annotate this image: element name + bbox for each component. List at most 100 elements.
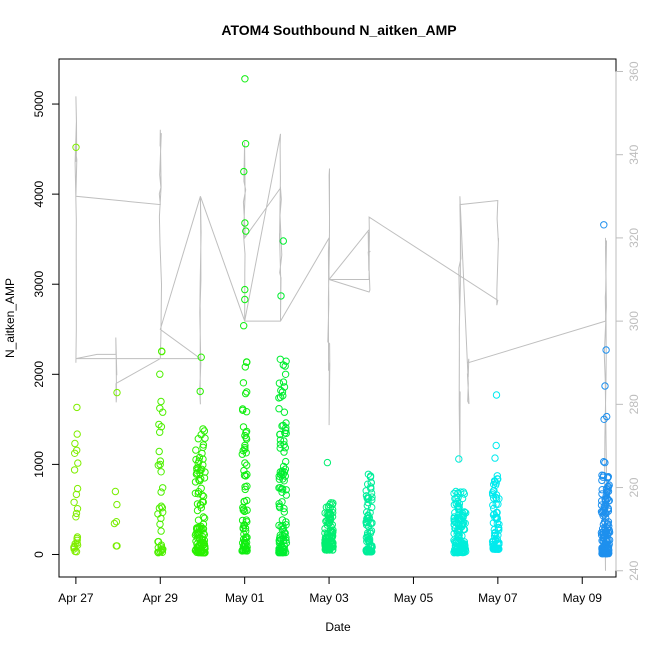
data-point (240, 322, 248, 330)
data-point (73, 484, 82, 493)
data-point (281, 362, 289, 370)
data-point (243, 388, 251, 396)
data-point (241, 140, 250, 148)
y-axis: 0 1000 2000 3000 4000 5000 (32, 90, 59, 558)
data-point (239, 542, 248, 551)
data-point (278, 525, 286, 534)
data-point (600, 458, 608, 466)
x-tick-label: Apr 29 (143, 591, 179, 605)
data-point (73, 505, 82, 513)
data-point (280, 383, 289, 391)
data-point (112, 542, 121, 550)
data-point (275, 405, 283, 413)
data-point (490, 486, 498, 495)
data-point (363, 537, 371, 546)
data-point (326, 514, 334, 522)
data-point (329, 538, 337, 547)
y-axis-title: N_aitken_AMP (3, 278, 17, 358)
data-point (325, 543, 333, 551)
x-axis: Apr 27 Apr 29 May 01 May 03 May 05 May 07 May … (58, 576, 602, 605)
data-point (598, 476, 606, 485)
data-point (276, 548, 285, 557)
data-point (491, 478, 499, 486)
data-point (455, 516, 463, 524)
data-point (239, 423, 248, 431)
data-point (459, 539, 467, 548)
data-point (242, 227, 250, 235)
data-point (281, 370, 290, 378)
data-point (327, 523, 335, 531)
data-point (243, 470, 251, 479)
data-point (604, 549, 613, 557)
data-point (280, 508, 288, 516)
data-point (73, 539, 81, 547)
points-layer (70, 75, 614, 558)
x-tick-label: May 05 (394, 591, 434, 605)
data-point (603, 488, 611, 496)
data-point (156, 520, 164, 528)
data-point (200, 474, 209, 482)
data-point (322, 503, 331, 511)
data-point (241, 483, 249, 491)
data-point (198, 449, 206, 458)
data-point (450, 489, 458, 498)
data-point (276, 393, 285, 401)
data-point (603, 520, 611, 528)
data-point (197, 353, 205, 361)
data-point (451, 495, 459, 503)
data-point (282, 491, 290, 499)
data-point (362, 492, 371, 500)
y-tick-label: 2000 (32, 361, 46, 388)
data-point (240, 497, 248, 506)
data-point (282, 419, 290, 427)
data-point (489, 501, 497, 509)
y-tick-label: 1000 (32, 451, 46, 478)
data-point (196, 387, 204, 396)
data-point (154, 544, 163, 552)
data-point (240, 505, 248, 513)
data-point (72, 490, 81, 499)
data-point (199, 513, 208, 521)
data-point (197, 522, 205, 531)
data-point (70, 466, 79, 474)
data-point (492, 513, 500, 521)
y2-tick-label: 320 (627, 228, 641, 248)
data-point (280, 408, 289, 416)
data-point (453, 544, 461, 553)
data-point (241, 459, 249, 467)
data-point (238, 450, 247, 458)
data-point (157, 468, 165, 476)
data-point (159, 484, 167, 492)
data-point (113, 388, 121, 397)
data-point (199, 425, 207, 433)
data-point (72, 513, 80, 521)
y-tick-label: 4000 (32, 180, 46, 207)
data-point (156, 404, 164, 412)
data-point (492, 544, 500, 552)
chart-title: ATOM4 Southbound N_aitken_AMP (221, 22, 456, 38)
plot-area (58, 58, 617, 578)
data-point (73, 403, 81, 412)
data-point (601, 382, 609, 390)
data-point (157, 397, 165, 406)
data-point (600, 221, 608, 229)
data-point (492, 391, 501, 399)
data-point (455, 500, 464, 508)
data-point (600, 415, 608, 423)
data-point (72, 509, 81, 518)
data-point (460, 490, 468, 498)
data-point (239, 406, 247, 414)
data-point (455, 526, 464, 535)
data-point (241, 219, 249, 227)
data-point (365, 494, 373, 502)
data-point (275, 475, 284, 483)
y2-axis: 240 260 280 300 320 340 360 (615, 61, 641, 581)
data-point (238, 547, 246, 555)
data-point (450, 514, 458, 523)
data-point (281, 429, 289, 437)
data-point (491, 529, 499, 538)
data-point (491, 514, 499, 522)
data-point (279, 462, 288, 471)
data-point (493, 472, 501, 480)
data-point (157, 527, 165, 535)
